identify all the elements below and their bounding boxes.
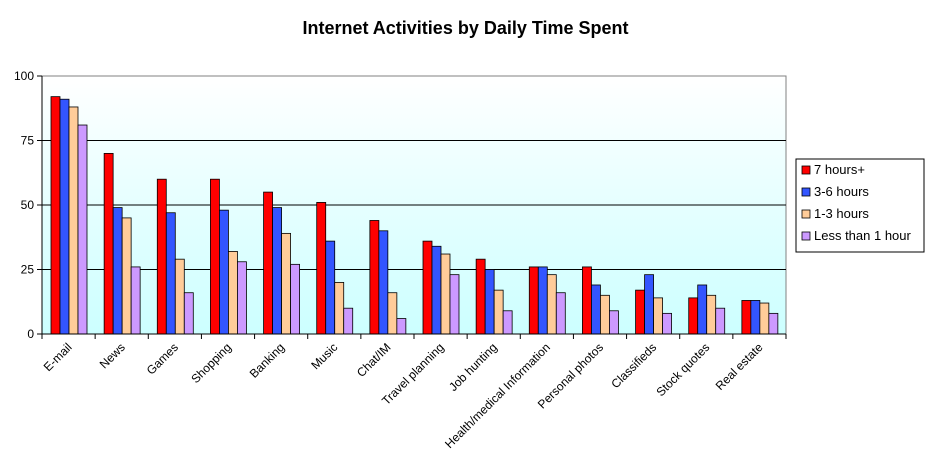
- legend-label: Less than 1 hour: [814, 228, 912, 243]
- legend-box: [795, 158, 925, 253]
- x-tick-labels: E-mail News Games Shopping Banking Music Chat/…: [41, 340, 766, 451]
- bar: [653, 297, 663, 335]
- x-tick-label: E-mail: [41, 340, 75, 374]
- bar: [528, 266, 539, 335]
- bar: [263, 191, 273, 335]
- x-tick-label: Shopping: [188, 340, 234, 386]
- bar: [741, 300, 752, 335]
- bar: [537, 266, 548, 335]
- legend: 7 hours+ 3-6 hours 1-3 hours Less than 1 ho…: [795, 158, 925, 253]
- bar: [582, 266, 592, 335]
- chart-title: Internet Activities by Daily Time Spent: [302, 18, 629, 38]
- bar: [768, 312, 779, 335]
- legend-label: 1-3 hours: [814, 206, 869, 221]
- bar: [422, 240, 433, 335]
- bar: [600, 294, 610, 335]
- bar: [290, 263, 300, 335]
- bar: [121, 217, 132, 335]
- bar: [431, 245, 442, 335]
- bar: [210, 178, 220, 335]
- bar: [662, 312, 672, 335]
- bar: [50, 96, 61, 335]
- legend-swatch: [801, 231, 811, 241]
- y-tick-labels: 0 25 50 75 100: [14, 69, 34, 341]
- bar: [325, 240, 336, 335]
- bar: [281, 232, 291, 335]
- y-tick-label: 25: [21, 263, 35, 277]
- x-tick-label: Job hunting: [446, 340, 500, 394]
- bars: [50, 96, 779, 335]
- y-tick-label: 100: [14, 69, 34, 83]
- bar: [272, 207, 282, 335]
- bar: [59, 98, 70, 335]
- bar: [396, 318, 407, 335]
- legend-swatch: [801, 187, 811, 197]
- bar: [635, 289, 645, 335]
- bar: [228, 251, 238, 335]
- legend-swatch: [801, 165, 811, 175]
- y-tick-label: 0: [27, 327, 34, 341]
- bar: [750, 300, 761, 335]
- legend-label: 7 hours+: [814, 162, 865, 177]
- bar: [112, 207, 123, 335]
- bar: [343, 307, 354, 335]
- bar: [493, 289, 504, 335]
- bar: [334, 281, 345, 335]
- bar: [688, 297, 699, 335]
- bar: [156, 178, 167, 335]
- bar: [591, 284, 601, 335]
- bar: [183, 292, 194, 335]
- bar: [759, 302, 770, 335]
- bar: [219, 209, 229, 335]
- y-tick-label: 50: [21, 198, 35, 212]
- x-tick-label: Stock quotes: [653, 340, 712, 399]
- bar: [555, 292, 566, 335]
- bar: [475, 258, 486, 335]
- y-tick-label: 75: [21, 134, 35, 148]
- x-tick-label: Health/medical Information: [442, 340, 553, 451]
- bar: [130, 266, 141, 335]
- bar: [546, 274, 557, 335]
- bar: [715, 307, 726, 335]
- bar: [316, 202, 327, 335]
- bar: [644, 274, 654, 335]
- legend-swatch: [801, 209, 811, 219]
- axes: [37, 75, 787, 339]
- x-tick-label: Classifieds: [608, 340, 659, 391]
- bar: [706, 294, 717, 335]
- legend-label: 3-6 hours: [814, 184, 869, 199]
- x-tick-label: Music: [308, 340, 340, 372]
- bar: [68, 106, 79, 335]
- bar: [378, 230, 389, 335]
- bar: [440, 253, 451, 335]
- bar: [697, 284, 708, 335]
- bar: [449, 274, 460, 335]
- bar: [387, 292, 398, 335]
- bar: [174, 258, 185, 335]
- x-tick-label: Chat/IM: [354, 340, 394, 380]
- bar: [237, 261, 247, 335]
- x-tick-label: News: [97, 340, 128, 371]
- x-tick-label: Banking: [247, 340, 288, 381]
- bar: [502, 310, 513, 335]
- x-tick-label: Games: [144, 340, 181, 377]
- x-tick-label: Real estate: [713, 340, 766, 393]
- bar: [77, 124, 88, 335]
- bar: [369, 220, 380, 335]
- bar: [103, 152, 114, 335]
- bar: [609, 310, 619, 335]
- bar: [484, 269, 495, 335]
- bar: [165, 212, 176, 335]
